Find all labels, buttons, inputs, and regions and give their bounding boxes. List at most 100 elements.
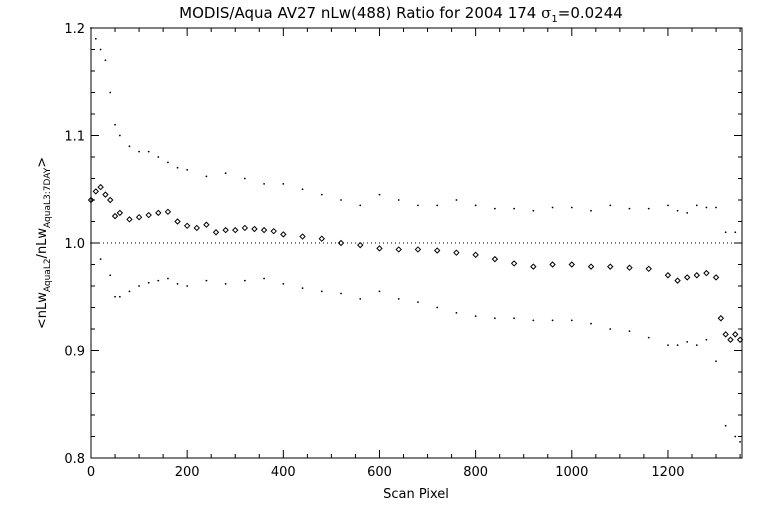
x-tick-label: 1200 bbox=[651, 465, 684, 480]
chart-title-sigma: σ bbox=[541, 4, 551, 22]
mean-point bbox=[703, 269, 710, 277]
x-tick-label: 400 bbox=[271, 465, 296, 480]
upper-point bbox=[157, 156, 160, 158]
mean-point bbox=[453, 249, 460, 256]
upper-point bbox=[455, 199, 458, 201]
mean-point bbox=[203, 221, 210, 228]
lower-point bbox=[118, 295, 121, 298]
lower-point bbox=[551, 319, 554, 322]
y-label-close: > bbox=[35, 157, 50, 168]
mean-point bbox=[433, 247, 441, 254]
upper-bound-series bbox=[90, 27, 737, 234]
upper-point bbox=[397, 199, 400, 201]
mean-point bbox=[645, 265, 652, 273]
lower-point bbox=[734, 435, 737, 438]
lower-point bbox=[493, 317, 496, 320]
upper-point bbox=[359, 204, 362, 207]
lower-point bbox=[570, 319, 573, 322]
upper-point bbox=[705, 206, 708, 209]
mean-point bbox=[183, 222, 191, 230]
upper-point bbox=[90, 27, 92, 29]
mean-point bbox=[727, 336, 734, 343]
upper-point bbox=[676, 209, 679, 212]
mean-point bbox=[664, 272, 672, 279]
lower-point bbox=[513, 317, 516, 320]
lower-point bbox=[715, 360, 717, 363]
mean-point bbox=[736, 336, 744, 343]
y-axis-label: <nLwAquaL2/nLwAquaL3:7DAY> bbox=[35, 157, 53, 329]
upper-point bbox=[109, 91, 112, 94]
upper-point bbox=[378, 193, 381, 196]
upper-point bbox=[104, 59, 107, 62]
mean-point bbox=[116, 209, 124, 217]
mean-point bbox=[732, 331, 739, 338]
mean-point bbox=[193, 224, 200, 232]
upper-point bbox=[667, 204, 669, 207]
mean-point bbox=[568, 261, 576, 268]
upper-point bbox=[186, 169, 189, 171]
upper-point bbox=[417, 204, 419, 207]
chart-title: MODIS/Aqua AV27 nLw(488) Ratio for 2004 … bbox=[179, 4, 623, 25]
y-label-sub2: AquaL3:7DAY bbox=[43, 167, 53, 228]
mean-point bbox=[251, 225, 258, 233]
lower-point bbox=[705, 338, 708, 341]
lower-point bbox=[739, 440, 741, 443]
lower-point bbox=[378, 290, 381, 293]
y-label-mid: /nLw bbox=[35, 228, 50, 259]
upper-point bbox=[436, 204, 439, 207]
lower-point bbox=[676, 344, 679, 347]
lower-point bbox=[99, 258, 102, 261]
lower-point bbox=[532, 319, 535, 322]
lower-point bbox=[147, 281, 150, 284]
upper-point bbox=[340, 199, 342, 201]
upper-point bbox=[167, 161, 169, 164]
mean-point bbox=[280, 231, 287, 238]
upper-point bbox=[551, 206, 554, 209]
upper-point bbox=[301, 188, 304, 191]
upper-point bbox=[590, 209, 592, 212]
y-axis-ticks: 0.8 0.9 1.0 1.1 1.2 bbox=[64, 22, 742, 467]
mean-point bbox=[712, 274, 720, 281]
lower-point bbox=[114, 295, 116, 298]
mean-point bbox=[472, 251, 479, 259]
upper-point bbox=[99, 48, 102, 51]
x-tick-label: 200 bbox=[175, 465, 200, 480]
mean-point bbox=[97, 183, 104, 191]
upper-point bbox=[724, 231, 727, 234]
upper-point bbox=[513, 207, 516, 210]
upper-point bbox=[695, 204, 698, 207]
lower-point bbox=[359, 298, 362, 300]
mean-point bbox=[549, 261, 556, 268]
lower-point bbox=[590, 322, 592, 325]
y-label-open: <nLw bbox=[35, 292, 50, 329]
lower-point bbox=[109, 274, 112, 277]
mean-point bbox=[174, 218, 181, 225]
y-tick-label: 1.0 bbox=[64, 237, 85, 252]
lower-point bbox=[436, 306, 439, 309]
mean-point bbox=[683, 274, 691, 281]
mean-point bbox=[270, 227, 277, 235]
mean-point bbox=[260, 226, 268, 234]
plot-frame bbox=[90, 27, 743, 459]
mean-point bbox=[111, 212, 119, 220]
upper-point bbox=[263, 182, 265, 185]
mean-point bbox=[164, 208, 172, 216]
mean-point bbox=[232, 226, 239, 234]
mean-point bbox=[107, 196, 114, 204]
mean-point bbox=[318, 235, 325, 242]
lower-point bbox=[667, 344, 669, 347]
lower-point bbox=[397, 298, 400, 300]
mean-ratio-series bbox=[87, 183, 744, 343]
mean-point bbox=[92, 188, 100, 195]
lower-point bbox=[282, 282, 285, 285]
mean-point bbox=[395, 246, 402, 253]
x-tick-label: 0 bbox=[87, 465, 95, 480]
mean-point bbox=[241, 224, 249, 232]
mean-point bbox=[693, 272, 701, 279]
lower-point bbox=[157, 279, 160, 282]
lower-point bbox=[186, 285, 189, 287]
upper-point bbox=[205, 175, 208, 178]
mean-point bbox=[376, 245, 383, 252]
lower-point bbox=[301, 287, 304, 290]
